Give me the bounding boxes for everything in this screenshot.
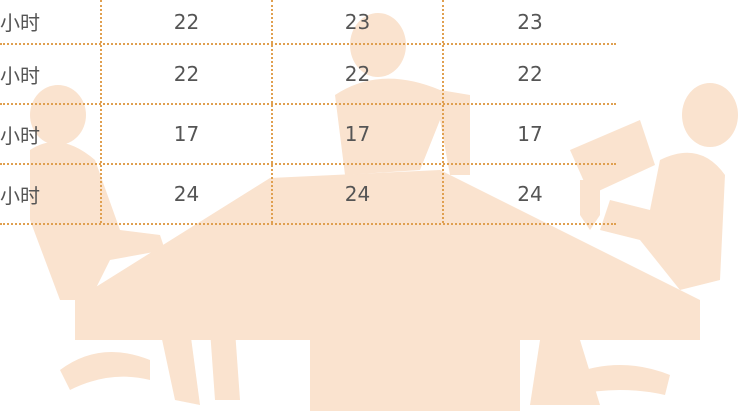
table-cell: 24 [444, 165, 616, 223]
table-cell: 17 [444, 105, 616, 163]
table-cell: 23 [444, 0, 616, 43]
row-label: 小时 [0, 45, 102, 103]
table-cell: 22 [444, 45, 616, 103]
page: 小时222323小时222222小时171717小时242424 (() => … [0, 0, 747, 411]
row-label: 小时 [0, 165, 102, 223]
table-cell: 23 [273, 0, 444, 43]
table-cell: 17 [102, 105, 273, 163]
row-label: 小时 [0, 105, 102, 163]
table-cell: 22 [273, 45, 444, 103]
table-cell: 24 [102, 165, 273, 223]
table-cell: 22 [102, 45, 273, 103]
table-cell: 22 [102, 0, 273, 43]
row-label: 小时 [0, 0, 102, 43]
table-cell: 24 [273, 165, 444, 223]
table-cell: 17 [273, 105, 444, 163]
